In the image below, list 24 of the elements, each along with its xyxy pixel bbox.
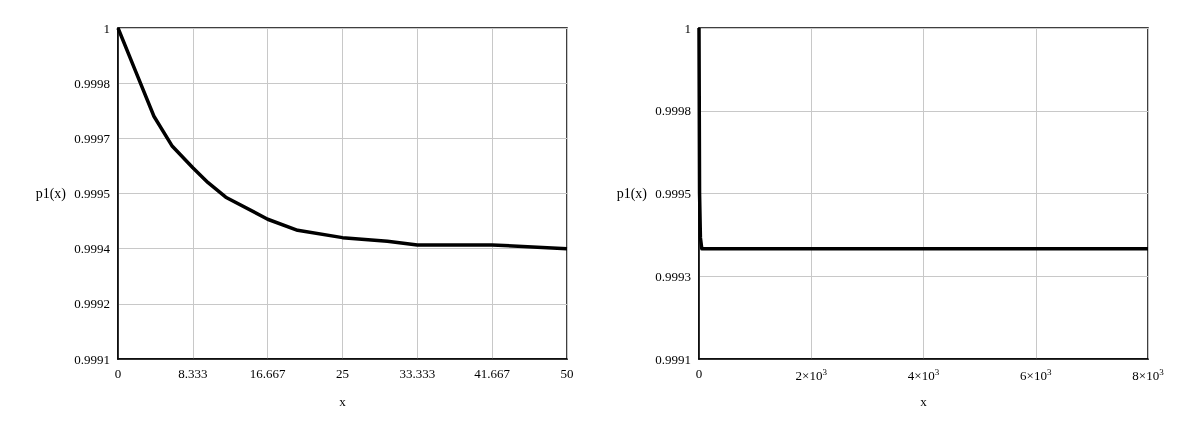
- x-tick-label: 25: [336, 366, 349, 381]
- y-tick-label: 0.9997: [74, 130, 111, 146]
- x-tick-label: 8.333: [178, 366, 208, 381]
- y-tick-label: 0.9998: [74, 75, 110, 91]
- x-axis-title: x: [339, 394, 347, 409]
- x-tick-label: 16.667: [249, 366, 287, 381]
- y-tick-label: 0.9991: [655, 351, 691, 367]
- y-tick-label: 0.9998: [655, 103, 691, 119]
- x-axis-title: x: [920, 394, 928, 409]
- y-axis-title: p1(x): [616, 186, 648, 202]
- y-tick-label: 0.9995: [74, 186, 110, 201]
- x-tick-label: 50: [560, 366, 574, 381]
- x-tick-label: 0: [114, 366, 122, 381]
- y-tick-label: 0.9994: [74, 241, 111, 257]
- y-axis-title: p1(x): [35, 186, 67, 202]
- y-tick-label: 0.9991: [74, 351, 110, 367]
- x-tick-label: 0: [695, 366, 703, 381]
- y-tick-label: 1: [103, 20, 110, 36]
- y-tick-label: 1: [684, 20, 691, 36]
- x-tick-label: 41.667: [474, 366, 511, 381]
- x-tick-label: 33.333: [399, 366, 436, 381]
- y-tick-label: 0.9993: [655, 268, 691, 284]
- y-tick-label: 0.9992: [74, 296, 110, 312]
- y-tick-label: 0.9995: [655, 186, 691, 201]
